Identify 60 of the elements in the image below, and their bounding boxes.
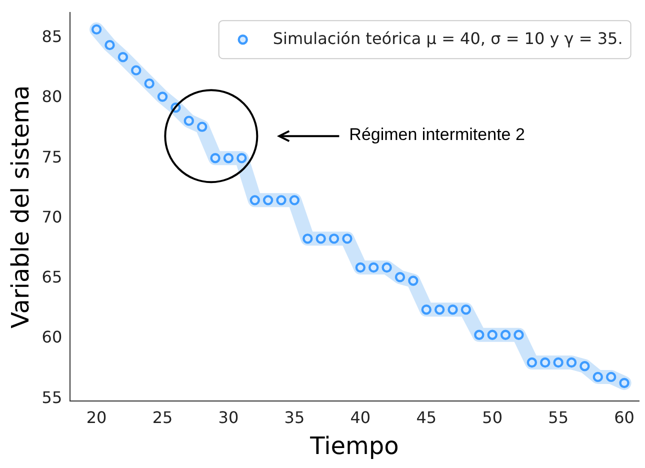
point <box>606 372 616 382</box>
y-axis-title: Variable del sistema <box>6 85 35 328</box>
point <box>118 52 128 62</box>
x-tick-label: 45 <box>416 408 437 427</box>
point <box>196 122 208 132</box>
point <box>592 372 603 382</box>
y-tick-label: 75 <box>42 147 62 166</box>
point <box>540 357 550 368</box>
point <box>580 361 590 372</box>
point <box>250 195 260 206</box>
point <box>553 357 564 368</box>
point <box>619 378 630 388</box>
x-tick-label: 25 <box>152 408 173 427</box>
point <box>500 330 511 340</box>
point <box>236 153 247 164</box>
point <box>382 262 392 273</box>
point <box>210 153 220 164</box>
y-tick-label: 55 <box>42 388 62 407</box>
point <box>474 330 484 340</box>
x-tick-label: 40 <box>350 408 371 427</box>
point <box>408 276 418 286</box>
y-tick-label: 60 <box>42 328 62 347</box>
point <box>566 357 577 368</box>
legend-label: Simulación teórica μ = 40, σ = 10 y γ = 35. <box>272 28 623 48</box>
point <box>328 234 340 244</box>
y-tick-label: 80 <box>42 87 62 106</box>
point <box>316 234 326 244</box>
point <box>421 304 432 315</box>
y-tick-label: 70 <box>42 207 62 226</box>
point <box>434 304 445 315</box>
y-tick-label: 85 <box>42 27 62 46</box>
point <box>368 262 379 273</box>
point <box>514 330 524 340</box>
point <box>157 92 168 102</box>
point <box>289 195 300 206</box>
point <box>223 153 234 164</box>
x-tick-label: 60 <box>614 408 634 427</box>
point <box>526 357 538 368</box>
point <box>104 40 115 50</box>
point <box>144 78 154 89</box>
point <box>487 330 498 340</box>
point <box>131 65 142 76</box>
x-tick-label: 50 <box>482 408 503 427</box>
x-tick-label: 35 <box>284 408 305 427</box>
point <box>394 272 406 282</box>
annotation: Régimen intermitente 2 <box>349 125 525 146</box>
x-tick-label: 30 <box>218 408 239 427</box>
point <box>342 234 352 244</box>
x-tick-label: 55 <box>548 408 568 427</box>
point <box>262 195 274 206</box>
point <box>184 116 194 126</box>
point <box>91 24 102 35</box>
y-tick-label: 65 <box>42 268 62 287</box>
x-axis-title: Tiempo <box>309 432 399 460</box>
point <box>276 195 286 206</box>
point <box>460 304 472 315</box>
point <box>302 234 313 244</box>
point <box>355 262 366 273</box>
x-tick-label: 20 <box>86 408 107 427</box>
point <box>448 304 458 315</box>
